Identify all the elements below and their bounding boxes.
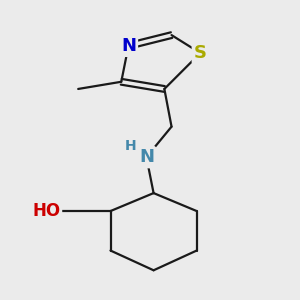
Text: HO: HO	[32, 202, 60, 220]
Text: N: N	[121, 37, 136, 55]
Text: S: S	[194, 44, 207, 62]
Text: H: H	[124, 140, 136, 153]
Text: N: N	[139, 148, 154, 166]
